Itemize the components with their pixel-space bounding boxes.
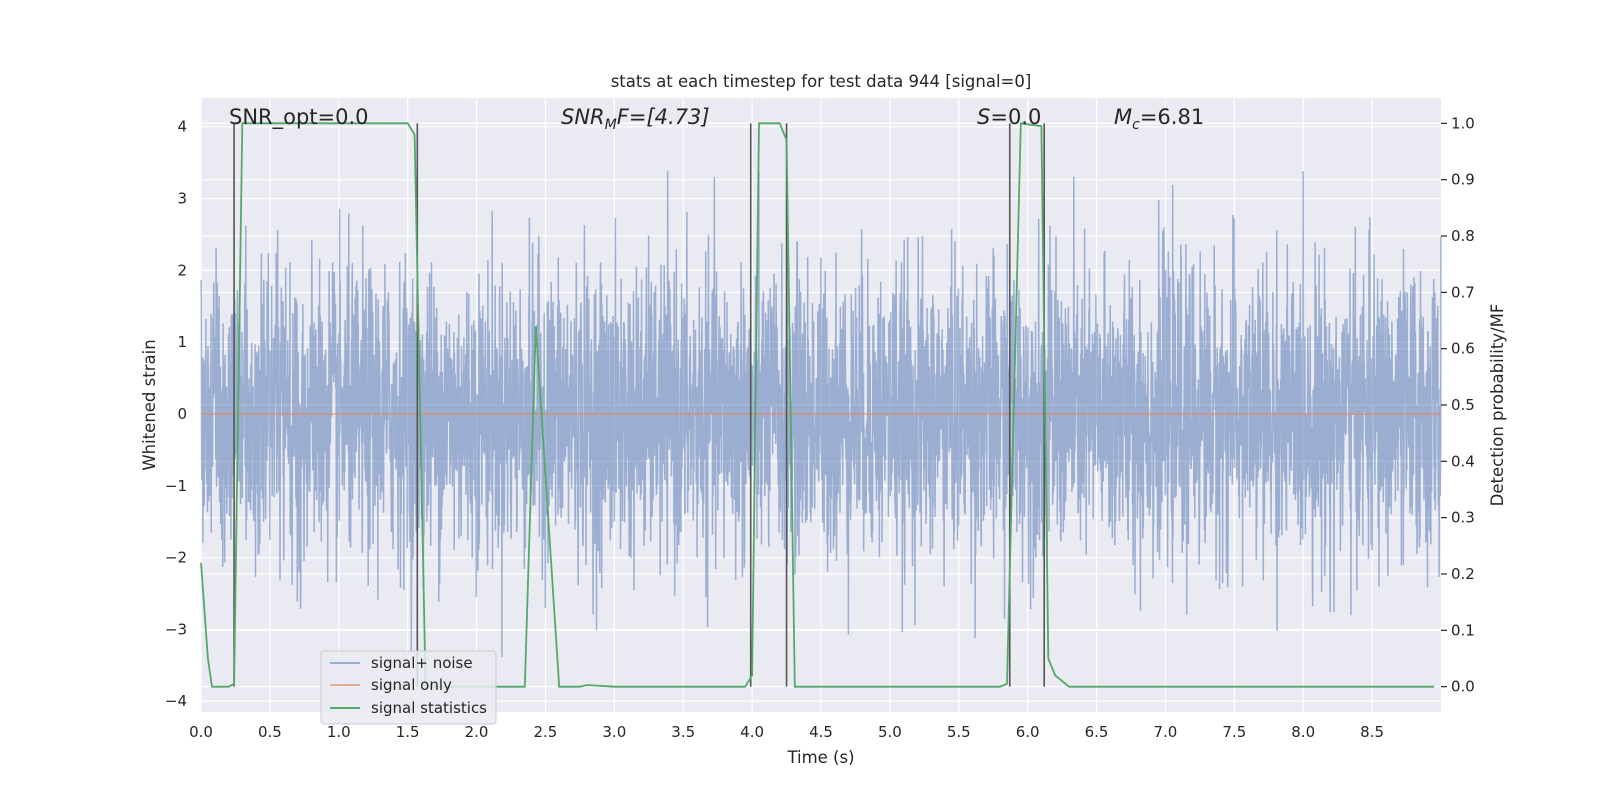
- y2-tick-label: 0.0: [1451, 678, 1475, 696]
- noise-trace: [200, 171, 1442, 657]
- y-tick-label: −1: [165, 477, 187, 495]
- y2-tick-label: 0.1: [1451, 621, 1475, 639]
- x-tick-label: 7.5: [1222, 723, 1246, 741]
- y2-axis-ticks: 1.0 0.9 0.8 0.7 0.6 0.5 0.4 0.3 0.2 0.1 0.0: [1441, 114, 1475, 696]
- annotation-mc-base: M: [1114, 105, 1132, 129]
- x-tick-label: 0.0: [189, 723, 213, 741]
- x-axis-label: Time (s): [786, 748, 854, 767]
- x-tick-label: 1.0: [327, 723, 351, 741]
- x-tick-label: 7.0: [1154, 723, 1178, 741]
- y-tick-label: −4: [165, 692, 187, 710]
- y-tick-label: 2: [177, 261, 187, 279]
- y2-tick-label: 0.5: [1451, 396, 1475, 414]
- y2-tick-label: 0.4: [1451, 452, 1475, 470]
- signal-statistics-line: [200, 122, 1435, 688]
- legend-box: [320, 650, 497, 725]
- y2-tick-label: 0.3: [1451, 509, 1475, 527]
- annotation-snr-opt: SNR_opt=0.0: [229, 105, 369, 130]
- y2-tick-label: 0.8: [1451, 227, 1475, 245]
- x-tick-label: 4.5: [809, 723, 833, 741]
- x-tick-label: 3.0: [602, 723, 626, 741]
- x-tick-label: 6.5: [1085, 723, 1109, 741]
- y-axis-ticks: 4 3 2 1 0 −1 −2 −3 −4: [165, 118, 187, 711]
- annotation-mc-rest: =6.81: [1140, 105, 1204, 129]
- y2-tick-label: 0.2: [1451, 565, 1475, 583]
- legend-label-signal-only: signal only: [371, 676, 452, 694]
- series-signal-noise: [200, 171, 1442, 657]
- y-tick-label: 1: [177, 333, 187, 351]
- series-signal-statistics: [200, 122, 1435, 688]
- y-tick-label: −2: [165, 549, 187, 567]
- x-tick-label: 4.0: [740, 723, 764, 741]
- chart-title: stats at each timestep for test data 944…: [611, 72, 1032, 91]
- annotation-snr-mf-rest: F=[4.73]: [617, 105, 710, 129]
- annotation-mc: Mc=6.81: [1114, 105, 1204, 133]
- y2-tick-label: 0.6: [1451, 340, 1475, 358]
- y-axis-label: Whitened strain: [140, 339, 159, 470]
- y-tick-label: 3: [177, 190, 187, 208]
- x-tick-label: 5.0: [878, 723, 902, 741]
- x-tick-label: 3.5: [671, 723, 695, 741]
- x-tick-label: 2.0: [465, 723, 489, 741]
- y-tick-label: 0: [177, 405, 187, 423]
- legend-label-signal-noise: signal+ noise: [371, 654, 473, 672]
- x-tick-label: 0.5: [258, 723, 282, 741]
- y2-tick-label: 0.7: [1451, 283, 1475, 301]
- annotation-snr-mf-sub: M: [605, 117, 617, 133]
- x-tick-label: 2.5: [534, 723, 558, 741]
- y-tick-label: 4: [177, 118, 187, 136]
- annotation-s: S=0.0: [977, 105, 1041, 129]
- x-tick-label: 8.0: [1291, 723, 1315, 741]
- annotation-mc-sub: c: [1132, 117, 1140, 133]
- x-tick-label: 8.5: [1360, 723, 1384, 741]
- x-tick-label: 1.5: [396, 723, 420, 741]
- y-tick-label: −3: [165, 620, 187, 638]
- annotation-snr-mf: SNRMF=[4.73]: [561, 105, 710, 133]
- x-tick-label: 6.0: [1016, 723, 1040, 741]
- y2-axis-label: Detection probability/MF: [1488, 304, 1507, 507]
- annotation-snr-mf-base: SNR: [561, 105, 605, 129]
- annotation-s-rest: =0.0: [990, 105, 1041, 129]
- annotation-s-italic: S: [977, 105, 990, 129]
- legend-label-signal-statistics: signal statistics: [371, 699, 487, 717]
- x-tick-label: 5.5: [947, 723, 971, 741]
- legend: signal+ noise signal only signal statist…: [320, 650, 497, 725]
- x-axis-ticks: 0.0 0.5 1.0 1.5 2.0 2.5 3.0 3.5 4.0 4.5 5.0 5.5 6.0 6…: [189, 723, 1384, 741]
- y2-tick-label: 0.9: [1451, 171, 1475, 189]
- y2-tick-label: 1.0: [1451, 114, 1475, 132]
